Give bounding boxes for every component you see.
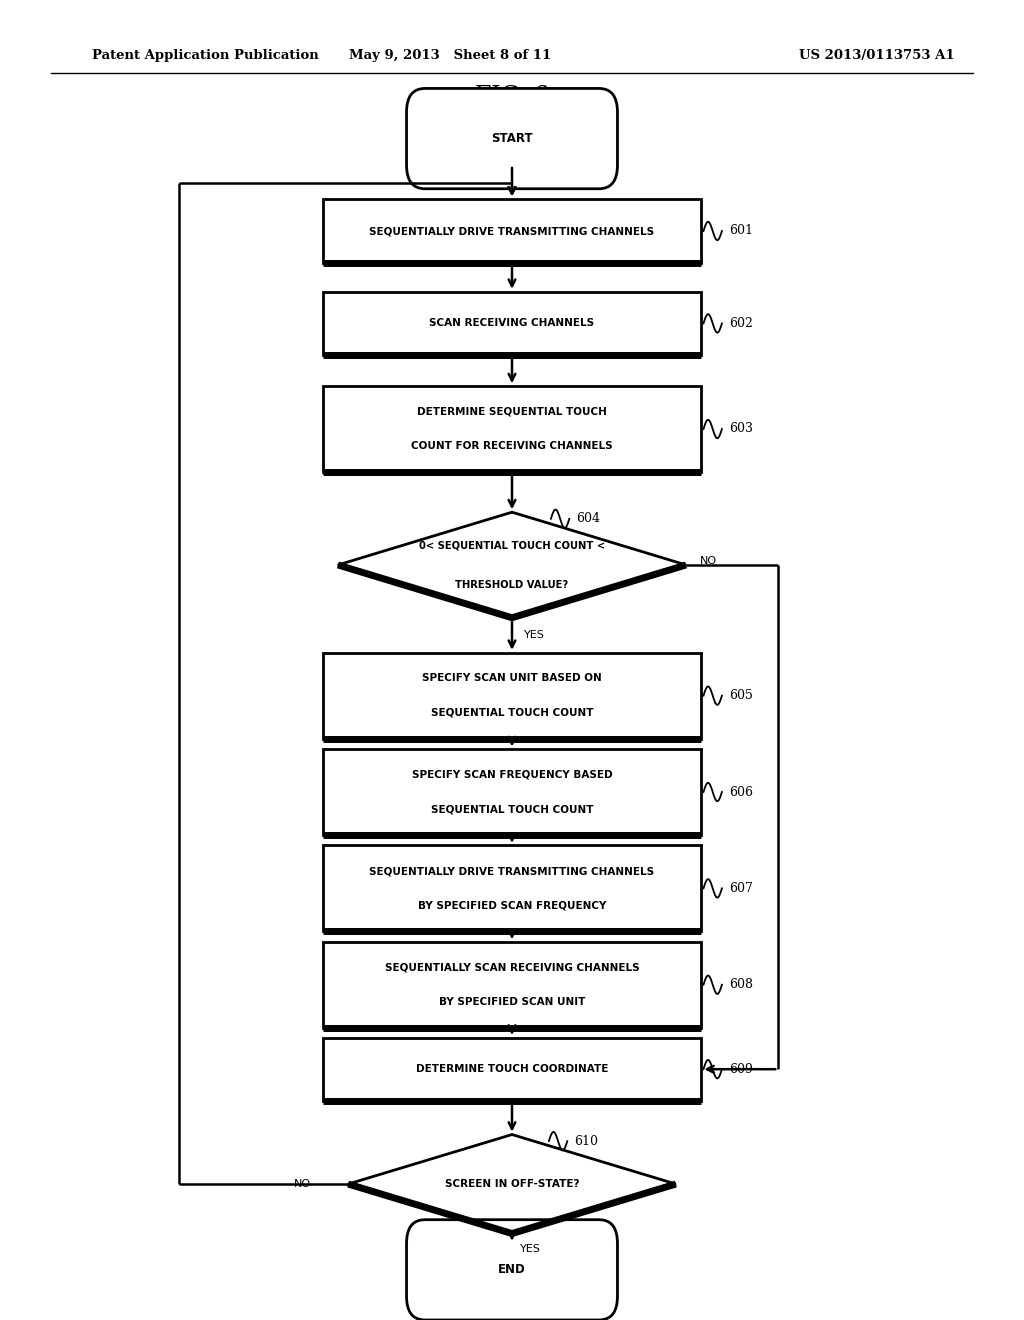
Text: SEQUENTIAL TOUCH COUNT: SEQUENTIAL TOUCH COUNT	[431, 708, 593, 718]
Text: 607: 607	[729, 882, 753, 895]
Text: SPECIFY SCAN FREQUENCY BASED: SPECIFY SCAN FREQUENCY BASED	[412, 770, 612, 780]
Text: COUNT FOR RECEIVING CHANNELS: COUNT FOR RECEIVING CHANNELS	[412, 441, 612, 451]
Text: SEQUENTIAL TOUCH COUNT: SEQUENTIAL TOUCH COUNT	[431, 804, 593, 814]
Text: THRESHOLD VALUE?: THRESHOLD VALUE?	[456, 579, 568, 590]
Text: YES: YES	[520, 1245, 541, 1254]
Text: NO: NO	[700, 556, 717, 566]
Text: 608: 608	[729, 978, 753, 991]
Text: BY SPECIFIED SCAN FREQUENCY: BY SPECIFIED SCAN FREQUENCY	[418, 900, 606, 911]
Text: SEQUENTIALLY SCAN RECEIVING CHANNELS: SEQUENTIALLY SCAN RECEIVING CHANNELS	[385, 962, 639, 973]
Polygon shape	[338, 512, 686, 618]
Text: 602: 602	[729, 317, 753, 330]
Text: 601: 601	[729, 224, 753, 238]
Bar	[323, 1038, 701, 1101]
Text: SEQUENTIALLY DRIVE TRANSMITTING CHANNELS: SEQUENTIALLY DRIVE TRANSMITTING CHANNELS	[370, 226, 654, 236]
Bar	[323, 748, 701, 834]
Bar	[323, 942, 701, 1027]
FancyBboxPatch shape	[407, 1220, 617, 1320]
Text: END: END	[498, 1263, 526, 1276]
Text: FIG. 6: FIG. 6	[475, 84, 549, 108]
Text: US 2013/0113753 A1: US 2013/0113753 A1	[799, 49, 954, 62]
Bar	[323, 292, 701, 355]
Text: Patent Application Publication: Patent Application Publication	[92, 49, 318, 62]
Bar	[323, 385, 701, 471]
Text: May 9, 2013   Sheet 8 of 11: May 9, 2013 Sheet 8 of 11	[349, 49, 552, 62]
Text: SCAN RECEIVING CHANNELS: SCAN RECEIVING CHANNELS	[429, 318, 595, 329]
Text: SEQUENTIALLY DRIVE TRANSMITTING CHANNELS: SEQUENTIALLY DRIVE TRANSMITTING CHANNELS	[370, 866, 654, 876]
Text: SPECIFY SCAN UNIT BASED ON: SPECIFY SCAN UNIT BASED ON	[422, 673, 602, 684]
Text: DETERMINE SEQUENTIAL TOUCH: DETERMINE SEQUENTIAL TOUCH	[417, 407, 607, 417]
Bar	[323, 846, 701, 932]
Text: NO: NO	[294, 1179, 310, 1189]
Bar	[323, 199, 701, 263]
Text: 604: 604	[577, 512, 600, 525]
Text: 605: 605	[729, 689, 753, 702]
Text: DETERMINE TOUCH COORDINATE: DETERMINE TOUCH COORDINATE	[416, 1064, 608, 1074]
Polygon shape	[348, 1135, 676, 1233]
FancyBboxPatch shape	[407, 88, 617, 189]
Text: 603: 603	[729, 422, 753, 436]
Text: 0< SEQUENTIAL TOUCH COUNT <: 0< SEQUENTIAL TOUCH COUNT <	[419, 540, 605, 550]
Text: BY SPECIFIED SCAN UNIT: BY SPECIFIED SCAN UNIT	[439, 997, 585, 1007]
Text: SCREEN IN OFF-STATE?: SCREEN IN OFF-STATE?	[444, 1179, 580, 1189]
Text: YES: YES	[524, 630, 545, 640]
Text: START: START	[492, 132, 532, 145]
Text: 609: 609	[729, 1063, 753, 1076]
Bar	[323, 652, 701, 739]
Text: 610: 610	[574, 1135, 598, 1147]
Text: 606: 606	[729, 785, 753, 799]
